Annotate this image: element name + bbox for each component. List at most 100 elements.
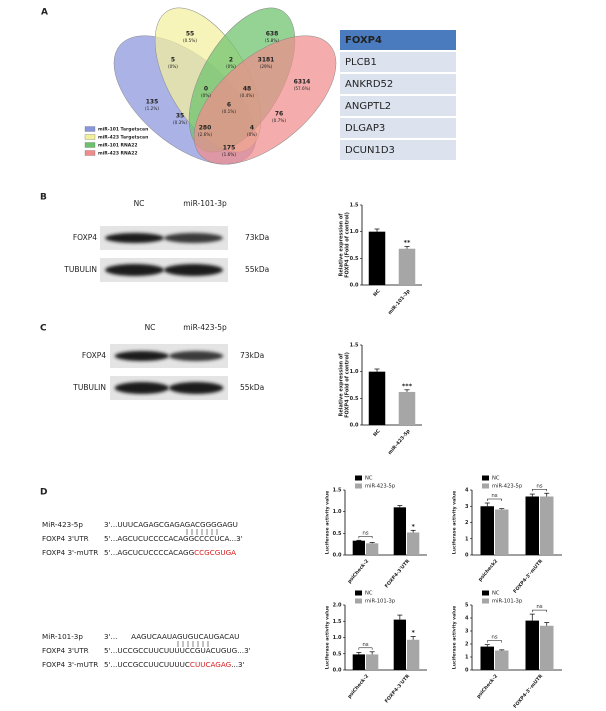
- blot-protein: TUBULIN: [63, 265, 97, 274]
- venn-set: [193, 35, 337, 165]
- legend-swatch: [84, 142, 96, 148]
- venn-count: 280: [199, 125, 212, 132]
- sequence: 5'...UCCGCCUUCUUUUCCUUCAGAG...3': [104, 660, 245, 669]
- venn-percent: (0%): [168, 64, 178, 69]
- legend-swatch: [355, 475, 362, 481]
- y-tick-label: 1.5: [333, 619, 342, 625]
- table-cell: [340, 140, 456, 160]
- significance: *: [411, 522, 415, 530]
- sequence: 5'...UCCGCCUUCUUUUCCGUACUGUG...3': [104, 646, 251, 655]
- venn-percent: (0.4%): [240, 93, 254, 98]
- complementarity-lines: [177, 529, 218, 647]
- legend-swatch: [482, 590, 489, 596]
- blot-size: 55kDa: [245, 265, 269, 274]
- venn-count: 638: [266, 31, 279, 38]
- table-gene: PLCB1: [345, 57, 377, 68]
- bar: [368, 371, 386, 425]
- y-tick-label: 4: [465, 488, 469, 494]
- sequence-part: 3'...UUUCAGAGCGAGAGACGGGGAGU: [104, 520, 238, 529]
- y-axis-label: Luciferase activity value: [325, 491, 331, 554]
- bar: [352, 654, 365, 670]
- significance-bracket: [487, 640, 502, 643]
- blot-size: 55kDa: [240, 383, 264, 392]
- x-tick-label: psicheck2: [477, 558, 499, 582]
- x-tick-label: FOXP4-3'-mUTR: [512, 673, 544, 710]
- venn-count: 76: [275, 111, 283, 118]
- sequence-name: MiR-423-5p: [42, 520, 83, 529]
- blot-size: 73kDa: [240, 351, 264, 360]
- y-tick-label: 1.5: [350, 203, 359, 209]
- significance: ns: [536, 604, 542, 610]
- significance: ns: [491, 635, 497, 641]
- sequence-name: FOXP4 3'UTR: [42, 646, 89, 655]
- table-gene: DLGAP3: [345, 123, 385, 134]
- blot-band: [164, 264, 223, 276]
- y-tick-label: 1.0: [333, 509, 342, 515]
- venn-percent: (0.3%): [173, 120, 187, 125]
- table-cell: [340, 96, 456, 116]
- sequence: 5'...AGCUCUCCCCACAGGCCGCGUGA: [104, 548, 236, 557]
- legend-swatch: [355, 483, 362, 489]
- sequence-part: 5'...UCCGCCUUCUUUUC: [104, 660, 190, 669]
- table-header: FOXP4: [345, 35, 382, 46]
- venn-count: 0: [204, 86, 208, 93]
- legend-swatch: [355, 598, 362, 604]
- significance-bracket: [358, 647, 373, 650]
- significance: ns: [362, 530, 368, 536]
- sequence-name: MiR-101-3p: [42, 632, 83, 641]
- y-axis-label: Relative expression of: [339, 213, 345, 277]
- x-tick-label: NC: [372, 428, 382, 438]
- lane-label: miR-423-5p: [183, 323, 227, 332]
- y-tick-label: 0.5: [333, 651, 342, 657]
- bar: [352, 540, 365, 555]
- y-tick-label: 2: [465, 520, 469, 526]
- blot-band: [105, 264, 164, 276]
- blot-protein: FOXP4: [73, 233, 97, 242]
- legend-label: miR-423 RNA22: [98, 151, 138, 157]
- legend-label: miR-101-3p: [492, 599, 523, 605]
- venn-count: 35: [176, 113, 184, 120]
- table-cell: [340, 52, 456, 72]
- venn-percent: (0%): [226, 64, 236, 69]
- legend-swatch: [84, 150, 96, 156]
- x-tick-label: psiCheck-2: [347, 673, 371, 699]
- table-gene: ANGPTL2: [345, 101, 391, 112]
- panel-label: B: [40, 193, 47, 203]
- significance: ns: [491, 493, 497, 499]
- blot-band: [114, 351, 169, 361]
- blot-protein: TUBULIN: [72, 383, 106, 392]
- table-header-cell: [340, 30, 456, 50]
- y-axis-label: FOXP4 (Fold of control): [345, 212, 351, 278]
- bar: [480, 506, 494, 555]
- venn-count: 48: [243, 86, 251, 93]
- legend-label: miR-423-5p: [492, 484, 523, 490]
- significance: ns: [536, 483, 542, 489]
- legend-swatch: [355, 590, 362, 596]
- y-tick-label: 4: [465, 616, 469, 622]
- bar: [398, 391, 416, 425]
- venn-count: 3181: [258, 57, 275, 64]
- panel-label: D: [40, 488, 47, 498]
- x-tick-label: FOXP4-3'-mUTR: [512, 558, 544, 595]
- venn-percent: (1.6%): [222, 152, 236, 157]
- x-tick-label: psiCheck-2: [347, 558, 371, 584]
- blot-band: [164, 233, 223, 243]
- y-axis-label: Relative expression of: [339, 353, 345, 417]
- bar: [398, 248, 416, 285]
- legend-label: miR-423 Targetscan: [98, 135, 148, 141]
- venn-percent: (2.6%): [198, 132, 212, 137]
- sequence-part: CUUCAGAG: [190, 660, 231, 669]
- x-tick-label: miR-101-3p: [387, 288, 412, 316]
- sequence-name: FOXP4 3'UTR: [42, 534, 89, 543]
- significance-bracket: [532, 489, 547, 492]
- bar: [407, 532, 420, 555]
- venn-percent: (0.7%): [272, 118, 286, 123]
- venn-count: 6: [227, 102, 231, 109]
- sequence-part: 5'...AGCUCUCCCCACAGGCCCCUCA...3': [104, 534, 243, 543]
- blot-band: [105, 233, 164, 243]
- significance-bracket: [487, 498, 502, 501]
- sequence: 3'... AAGUCAAUAGUGUCAUGACAU: [104, 632, 239, 641]
- bar: [393, 619, 406, 670]
- significance-bracket: [358, 536, 373, 539]
- venn-count: 5: [171, 57, 175, 64]
